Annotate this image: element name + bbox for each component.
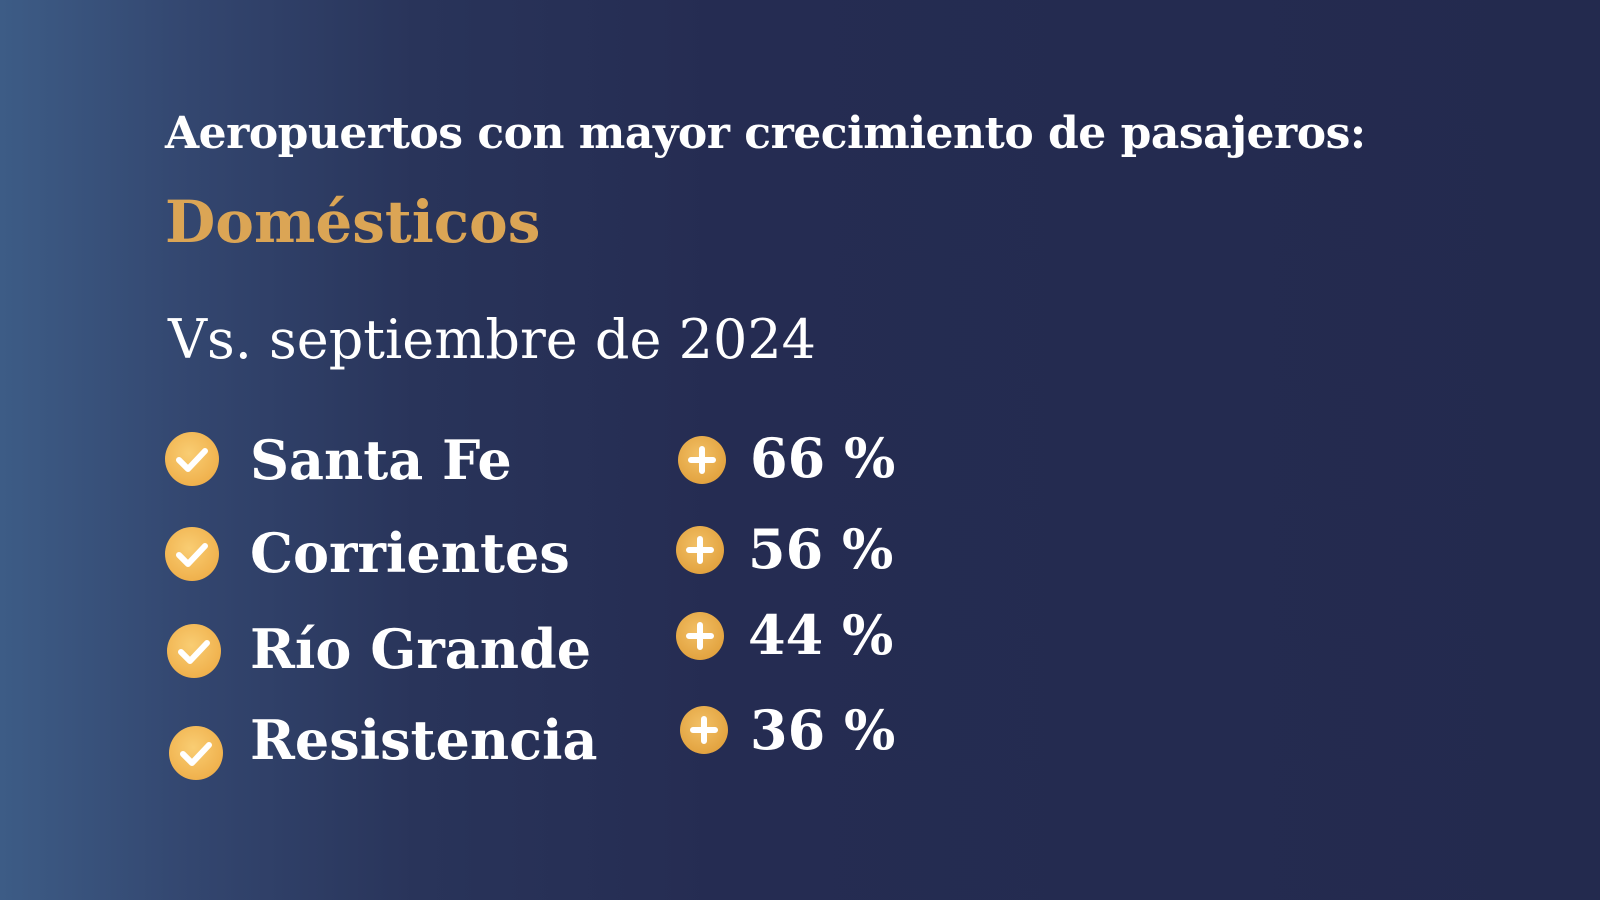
category-subtitle: Domésticos bbox=[165, 188, 541, 256]
comparison-period: Vs. septiembre de 2024 bbox=[168, 308, 817, 371]
growth-value: 66 % bbox=[750, 426, 896, 490]
airport-name: Santa Fe bbox=[250, 428, 512, 492]
list-item: Río Grande 44 % bbox=[0, 603, 1600, 689]
airport-name: Río Grande bbox=[250, 617, 592, 681]
page-title: Aeropuertos con mayor crecimiento de pas… bbox=[165, 108, 1366, 159]
list-item: Corrientes 56 % bbox=[0, 517, 1600, 595]
growth-value: 44 % bbox=[748, 603, 894, 667]
growth-value: 56 % bbox=[748, 517, 894, 581]
plus-icon bbox=[678, 436, 726, 484]
plus-icon bbox=[676, 612, 724, 660]
growth-value: 36 % bbox=[750, 698, 896, 762]
check-icon bbox=[165, 527, 219, 581]
check-icon bbox=[165, 432, 219, 486]
list-item: Santa Fe 66 % bbox=[0, 426, 1600, 500]
airport-name: Corrientes bbox=[250, 521, 570, 585]
check-icon bbox=[169, 726, 223, 780]
check-icon bbox=[167, 624, 221, 678]
plus-icon bbox=[676, 526, 724, 574]
airport-name: Resistencia bbox=[250, 708, 598, 772]
plus-icon bbox=[680, 706, 728, 754]
list-item: Resistencia 36 % bbox=[0, 698, 1600, 782]
